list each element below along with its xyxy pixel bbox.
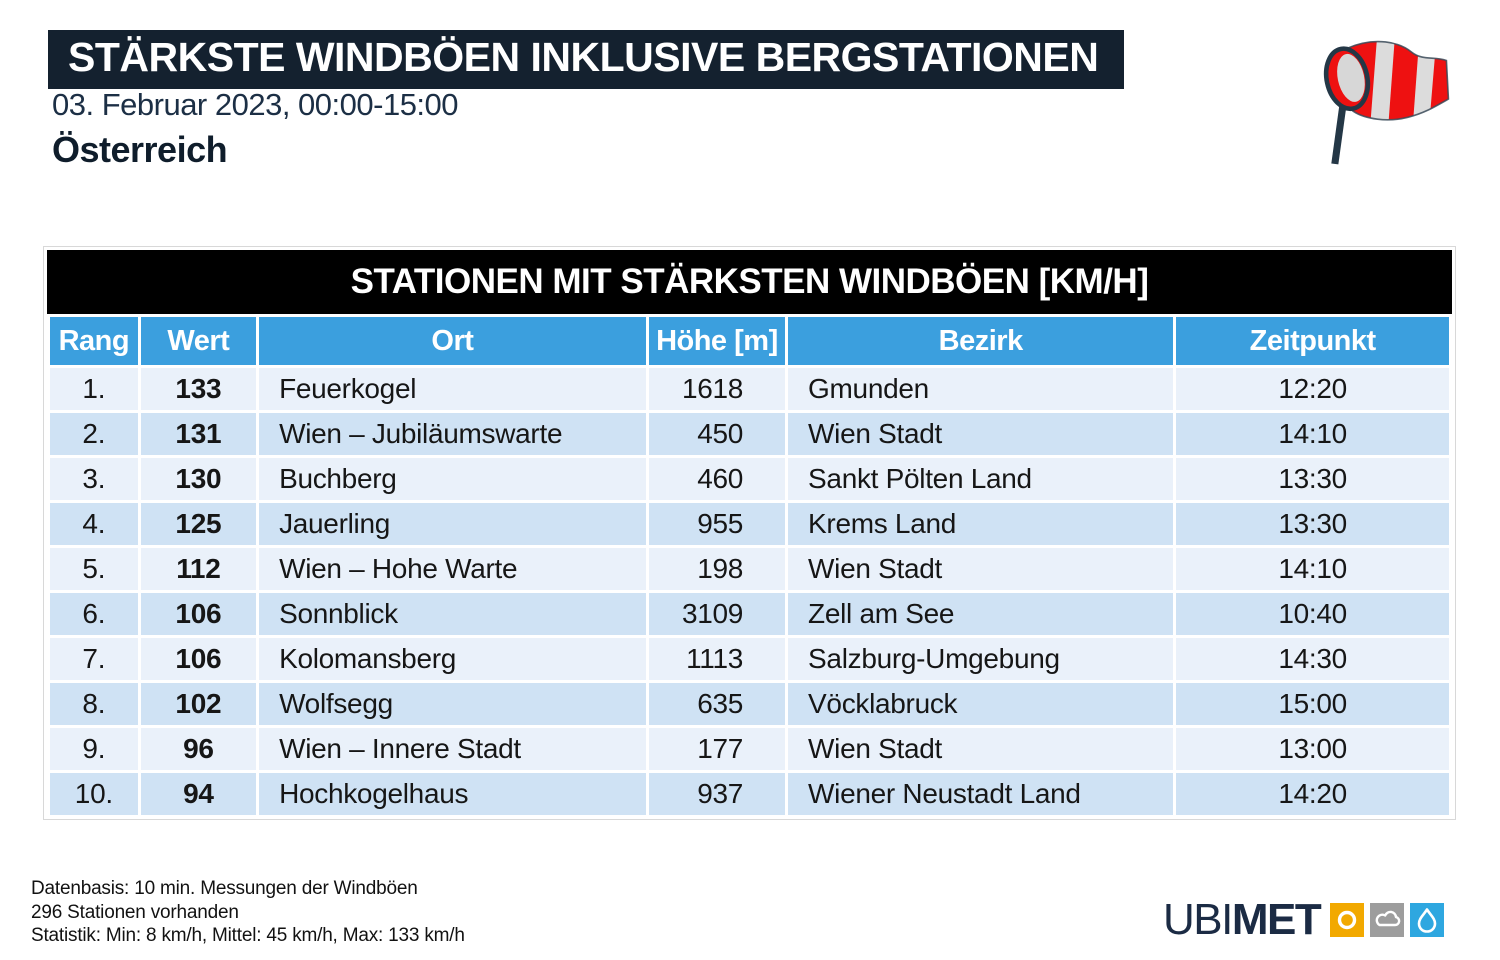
footer-line-stationen: 296 Stationen vorhanden: [31, 901, 239, 923]
cell-ort: Kolomansberg: [259, 638, 646, 680]
cell-hoehe: 635: [648, 683, 786, 725]
logo-met: MET: [1231, 895, 1322, 944]
cell-bezirk: Zell am See: [788, 593, 1174, 635]
cell-ort: Wolfsegg: [259, 683, 646, 725]
cell-ort: Wien – Jubiläumswarte: [259, 413, 646, 455]
cell-zeitpunkt: 14:30: [1176, 638, 1449, 680]
table-row: 7. 106 Kolomansberg 1113 Salzburg-Umgebung 14…: [50, 638, 1449, 680]
cell-hoehe: 198: [648, 548, 786, 590]
cell-rang: 10.: [50, 773, 138, 815]
cell-rang: 2.: [50, 413, 138, 455]
cell-bezirk: Wiener Neustadt Land: [788, 773, 1174, 815]
cell-ort: Hochkogelhaus: [259, 773, 646, 815]
cell-rang: 4.: [50, 503, 138, 545]
cell-rang: 1.: [50, 368, 138, 410]
cloud-icon: [1370, 903, 1405, 937]
cell-rang: 5.: [50, 548, 138, 590]
wind-table-container: STATIONEN MIT STÄRKSTEN WINDBÖEN [KM/H] …: [43, 246, 1456, 820]
cell-hoehe: 1113: [648, 638, 786, 680]
cell-bezirk: Wien Stadt: [788, 728, 1174, 770]
cell-zeitpunkt: 14:10: [1176, 548, 1449, 590]
cell-zeitpunkt: 13:00: [1176, 728, 1449, 770]
windsock-icon: [1323, 40, 1450, 165]
column-header-zeitpunkt: Zeitpunkt: [1176, 317, 1449, 365]
cell-ort: Wien – Innere Stadt: [259, 728, 646, 770]
cell-hoehe: 177: [648, 728, 786, 770]
wind-table: Rang Wert Ort Höhe [m] Bezirk Zeitpunkt 1. 133…: [47, 314, 1452, 818]
table-row: 5. 112 Wien – Hohe Warte 198 Wien Stadt 14:10: [50, 548, 1449, 590]
cell-rang: 8.: [50, 683, 138, 725]
cell-zeitpunkt: 10:40: [1176, 593, 1449, 635]
cell-hoehe: 937: [648, 773, 786, 815]
column-header-hhem: Höhe [m]: [648, 317, 786, 365]
cell-hoehe: 450: [648, 413, 786, 455]
cell-zeitpunkt: 12:20: [1176, 368, 1449, 410]
cell-zeitpunkt: 14:10: [1176, 413, 1449, 455]
cell-wert: 131: [140, 413, 257, 455]
cell-hoehe: 460: [648, 458, 786, 500]
cell-bezirk: Salzburg-Umgebung: [788, 638, 1174, 680]
cell-wert: 96: [140, 728, 257, 770]
cell-bezirk: Vöcklabruck: [788, 683, 1174, 725]
cell-zeitpunkt: 13:30: [1176, 458, 1449, 500]
table-row: 4. 125 Jauerling 955 Krems Land 13:30: [50, 503, 1449, 545]
cell-ort: Jauerling: [259, 503, 646, 545]
cell-rang: 7.: [50, 638, 138, 680]
ubimet-logo: UBIMET: [1163, 897, 1445, 943]
table-row: 10. 94 Hochkogelhaus 937 Wiener Neustadt Lan…: [50, 773, 1449, 815]
ubimet-logo-text: UBIMET: [1163, 898, 1322, 942]
cell-hoehe: 955: [648, 503, 786, 545]
footer-line-statistik: Statistik: Min: 8 km/h, Mittel: 45 km/h,…: [31, 925, 465, 946]
cell-ort: Feuerkogel: [259, 368, 646, 410]
cell-wert: 106: [140, 638, 257, 680]
column-header-wert: Wert: [140, 317, 257, 365]
cell-zeitpunkt: 14:20: [1176, 773, 1449, 815]
cell-wert: 102: [140, 683, 257, 725]
logo-ubi: UBI: [1163, 895, 1233, 944]
date-range: 03. Februar 2023, 00:00-15:00: [52, 87, 459, 122]
column-header-ort: Ort: [259, 317, 646, 365]
cell-ort: Wien – Hohe Warte: [259, 548, 646, 590]
column-header-bezirk: Bezirk: [788, 317, 1174, 365]
cell-hoehe: 3109: [648, 593, 786, 635]
droplet-icon: [1410, 903, 1445, 937]
sun-icon: [1330, 903, 1365, 937]
cell-bezirk: Wien Stadt: [788, 548, 1174, 590]
table-row: 1. 133 Feuerkogel 1618 Gmunden 12:20: [50, 368, 1449, 410]
table-title: STATIONEN MIT STÄRKSTEN WINDBÖEN [KM/H]: [47, 250, 1452, 314]
cell-wert: 125: [140, 503, 257, 545]
footer-line-datenbasis: Datenbasis: 10 min. Messungen der Windbö…: [31, 878, 418, 899]
cell-wert: 133: [140, 368, 257, 410]
table-header-row: Rang Wert Ort Höhe [m] Bezirk Zeitpunkt: [50, 317, 1449, 365]
cell-ort: Sonnblick: [259, 593, 646, 635]
cell-zeitpunkt: 13:30: [1176, 503, 1449, 545]
cell-ort: Buchberg: [259, 458, 646, 500]
cell-bezirk: Krems Land: [788, 503, 1174, 545]
cell-bezirk: Sankt Pölten Land: [788, 458, 1174, 500]
cell-wert: 94: [140, 773, 257, 815]
table-row: 9. 96 Wien – Innere Stadt 177 Wien Stadt 13:0…: [50, 728, 1449, 770]
table-row: 8. 102 Wolfsegg 635 Vöcklabruck 15:00: [50, 683, 1449, 725]
cell-zeitpunkt: 15:00: [1176, 683, 1449, 725]
cell-rang: 6.: [50, 593, 138, 635]
table-row: 2. 131 Wien – Jubiläumswarte 450 Wien Stadt 1…: [50, 413, 1449, 455]
table-row: 6. 106 Sonnblick 3109 Zell am See 10:40: [50, 593, 1449, 635]
cell-wert: 106: [140, 593, 257, 635]
cell-bezirk: Gmunden: [788, 368, 1174, 410]
cell-wert: 112: [140, 548, 257, 590]
region-label: Österreich: [52, 129, 228, 170]
cell-hoehe: 1618: [648, 368, 786, 410]
table-row: 3. 130 Buchberg 460 Sankt Pölten Land 13:30: [50, 458, 1449, 500]
cell-rang: 3.: [50, 458, 138, 500]
cell-rang: 9.: [50, 728, 138, 770]
column-header-rang: Rang: [50, 317, 138, 365]
cell-bezirk: Wien Stadt: [788, 413, 1174, 455]
page-title: STÄRKSTE WINDBÖEN INKLUSIVE BERGSTATIONE…: [48, 30, 1125, 89]
cell-wert: 130: [140, 458, 257, 500]
footer-stats: Datenbasis: 10 min. Messungen der Windbö…: [31, 877, 465, 948]
